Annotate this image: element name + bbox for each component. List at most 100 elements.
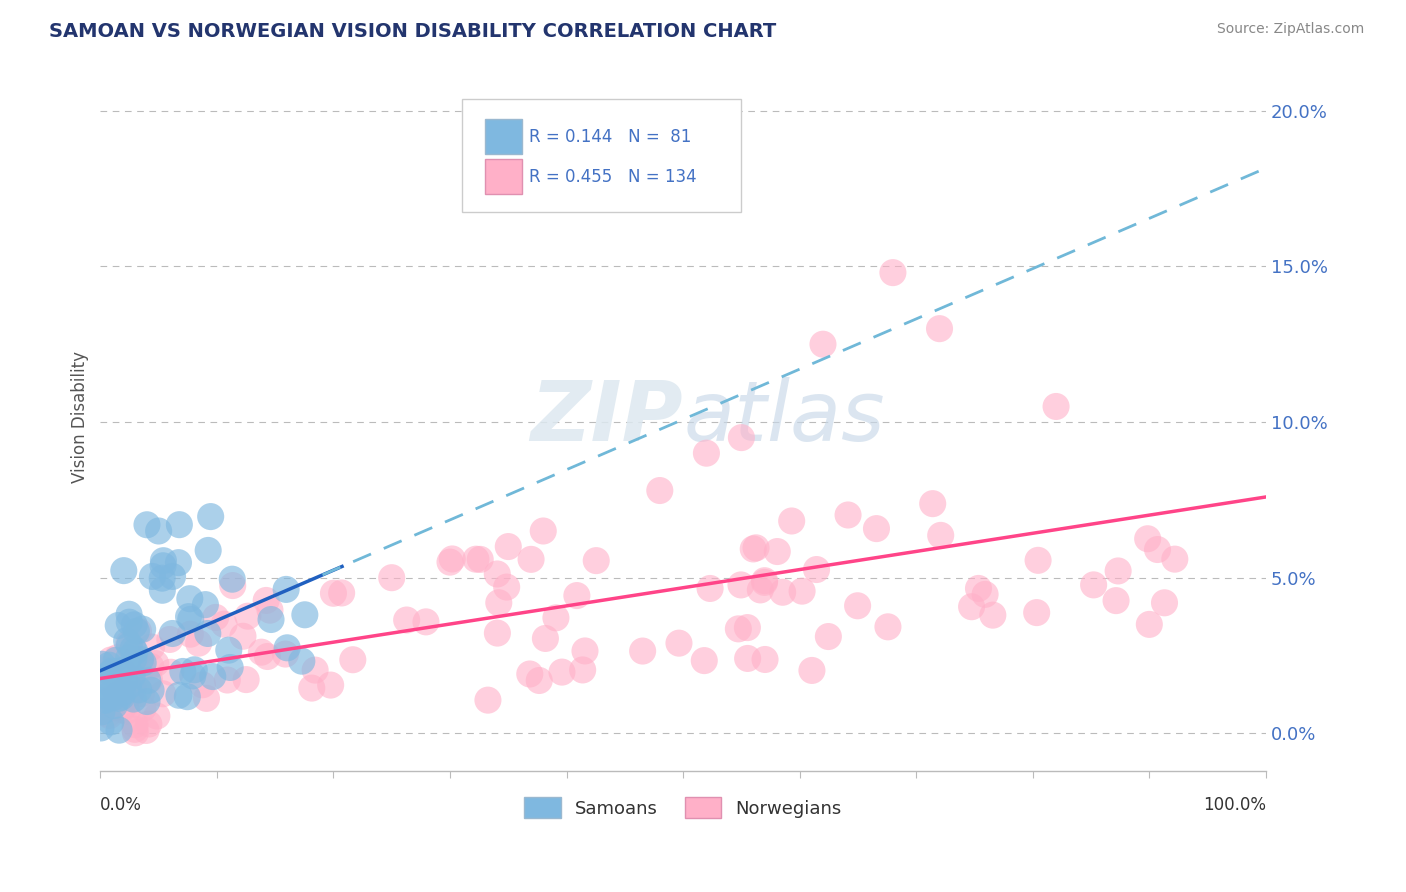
Point [114, 674, 136, 689]
Point [138, 673, 160, 687]
Point [693, 654, 716, 668]
Point [1164, 552, 1187, 566]
Point [117, 651, 139, 665]
Point [179, 627, 201, 641]
Point [138, 717, 160, 731]
Point [152, 554, 174, 568]
FancyBboxPatch shape [485, 160, 522, 194]
Point [730, 578, 752, 592]
Point [107, 691, 129, 706]
Point [181, 669, 204, 683]
Point [124, 645, 146, 659]
Point [120, 687, 142, 701]
Point [101, 679, 124, 693]
Point [1137, 617, 1160, 632]
Point [159, 632, 181, 647]
Text: Source: ZipAtlas.com: Source: ZipAtlas.com [1216, 22, 1364, 37]
Point [217, 673, 239, 687]
Point [94, 693, 117, 707]
Point [291, 654, 314, 668]
Point [118, 636, 141, 650]
Point [1146, 542, 1168, 557]
Point [128, 682, 150, 697]
Point [754, 574, 776, 588]
Point [101, 664, 124, 678]
Point [139, 659, 162, 673]
Point [124, 718, 146, 732]
Point [100, 701, 122, 715]
Point [470, 552, 492, 566]
FancyBboxPatch shape [485, 120, 522, 153]
Point [330, 586, 353, 600]
Point [117, 679, 139, 693]
Point [112, 564, 135, 578]
Point [122, 681, 145, 696]
Point [107, 686, 129, 700]
Point [112, 686, 135, 700]
Point [780, 514, 803, 528]
Point [276, 640, 298, 655]
Point [613, 181, 636, 195]
FancyBboxPatch shape [461, 99, 741, 212]
Point [322, 586, 344, 600]
Point [167, 556, 190, 570]
Point [167, 688, 190, 702]
Y-axis label: Vision Disability: Vision Disability [72, 351, 89, 483]
Point [529, 673, 551, 688]
Point [1083, 578, 1105, 592]
Point [439, 555, 461, 569]
Point [1026, 553, 1049, 567]
Point [179, 591, 201, 606]
Point [837, 508, 859, 522]
Point [139, 683, 162, 698]
Point [127, 624, 149, 638]
Point [183, 663, 205, 677]
Point [498, 540, 520, 554]
Point [571, 663, 593, 677]
Point [105, 688, 128, 702]
Point [120, 672, 142, 686]
Point [319, 678, 342, 692]
Point [124, 726, 146, 740]
Point [342, 653, 364, 667]
Point [631, 644, 654, 658]
Point [218, 643, 240, 657]
Point [194, 598, 217, 612]
Point [111, 675, 134, 690]
Point [846, 599, 869, 613]
Point [745, 541, 768, 555]
Point [160, 665, 183, 680]
Point [465, 552, 488, 566]
Point [520, 552, 543, 566]
Point [125, 624, 148, 639]
Point [551, 665, 574, 679]
Point [222, 578, 245, 592]
Point [176, 690, 198, 704]
Point [125, 651, 148, 665]
Point [534, 632, 557, 646]
Point [103, 698, 125, 713]
Point [790, 584, 813, 599]
Point [232, 629, 254, 643]
Point [124, 723, 146, 737]
Text: SAMOAN VS NORWEGIAN VISION DISABILITY CORRELATION CHART: SAMOAN VS NORWEGIAN VISION DISABILITY CO… [49, 22, 776, 41]
Point [260, 613, 283, 627]
Point [212, 617, 235, 632]
Point [817, 630, 839, 644]
Point [91, 657, 114, 672]
Point [111, 663, 134, 677]
Point [415, 615, 437, 629]
Point [122, 652, 145, 666]
Point [122, 692, 145, 706]
Point [115, 704, 138, 718]
Text: R = 0.455   N = 134: R = 0.455 N = 134 [529, 168, 697, 186]
Point [131, 687, 153, 701]
Point [221, 572, 243, 586]
Point [152, 558, 174, 573]
Point [531, 524, 554, 538]
Point [749, 582, 772, 597]
Point [960, 599, 983, 614]
Point [486, 566, 509, 581]
Point [129, 652, 152, 666]
Point [131, 661, 153, 675]
